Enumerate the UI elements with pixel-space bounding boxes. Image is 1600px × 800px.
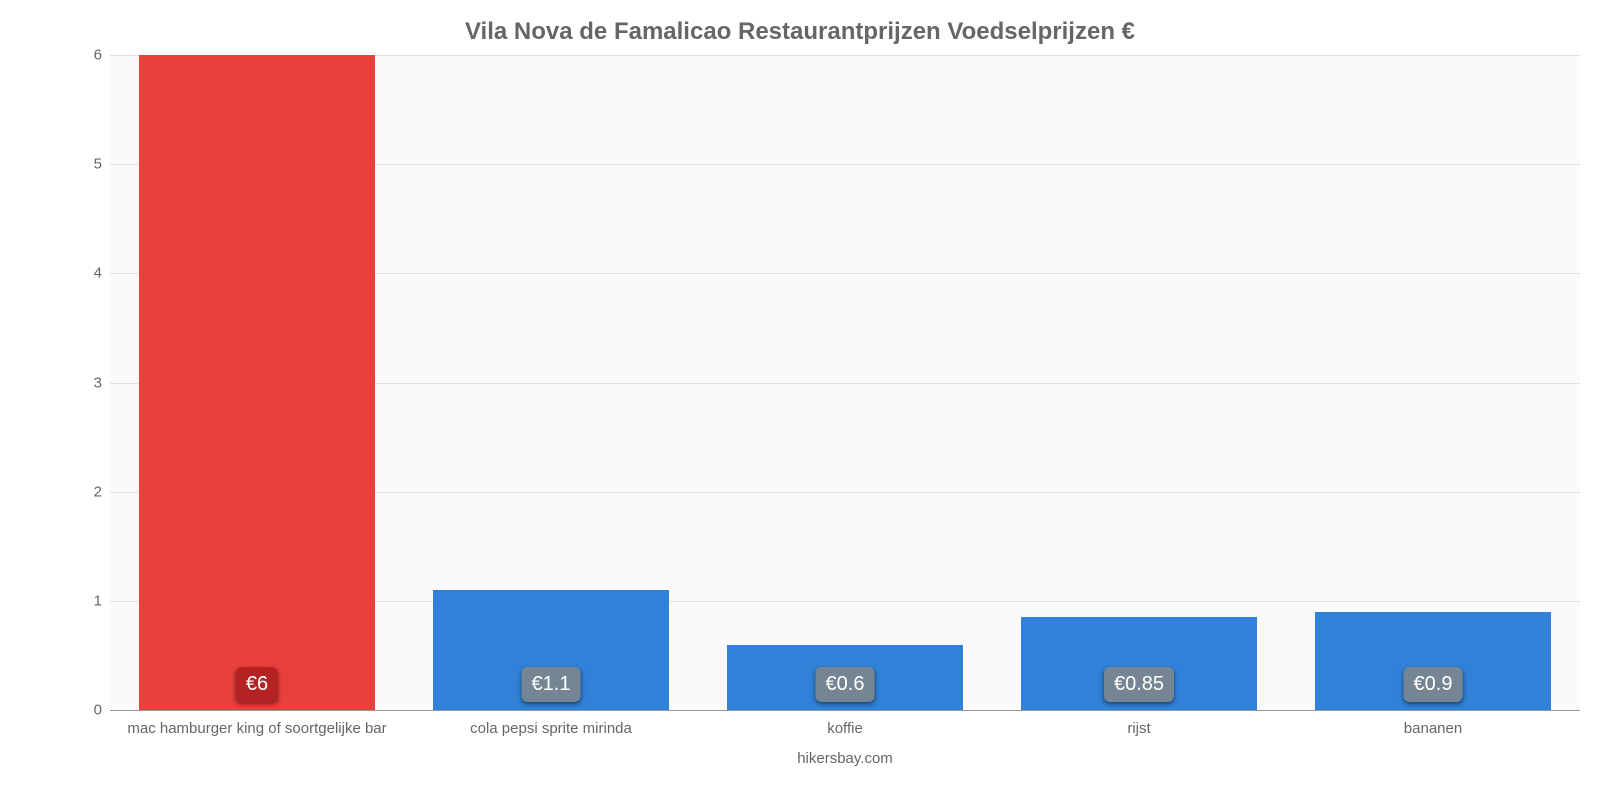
bar-value-label: €6 <box>236 667 278 702</box>
axis-baseline <box>110 710 1580 711</box>
xtick-label: koffie <box>827 720 863 737</box>
bar-value-label: €0.9 <box>1404 667 1463 702</box>
ytick-label: 1 <box>94 592 102 609</box>
xtick-label: bananen <box>1404 720 1462 737</box>
bar-value-label: €0.85 <box>1104 667 1174 702</box>
xtick-label: rijst <box>1127 720 1150 737</box>
ytick-label: 6 <box>94 47 102 64</box>
plot-area: hikersbay.com 0123456€6mac hamburger kin… <box>110 55 1580 710</box>
bar-value-label: €1.1 <box>522 667 581 702</box>
xtick-label: mac hamburger king of soortgelijke bar <box>127 720 386 737</box>
ytick-label: 5 <box>94 156 102 173</box>
bar: €1.1 <box>433 590 668 710</box>
bar: €0.9 <box>1315 612 1550 710</box>
ytick-label: 3 <box>94 374 102 391</box>
ytick-label: 4 <box>94 265 102 282</box>
bar: €0.85 <box>1021 617 1256 710</box>
bar: €6 <box>139 55 374 710</box>
bar: €0.6 <box>727 645 962 711</box>
chart-container: Vila Nova de Famalicao Restaurantprijzen… <box>0 0 1600 800</box>
ytick-label: 0 <box>94 702 102 719</box>
xtick-label: cola pepsi sprite mirinda <box>470 720 632 737</box>
ytick-label: 2 <box>94 483 102 500</box>
credit-text: hikersbay.com <box>110 750 1580 767</box>
bar-value-label: €0.6 <box>816 667 875 702</box>
chart-title: Vila Nova de Famalicao Restaurantprijzen… <box>0 18 1600 46</box>
